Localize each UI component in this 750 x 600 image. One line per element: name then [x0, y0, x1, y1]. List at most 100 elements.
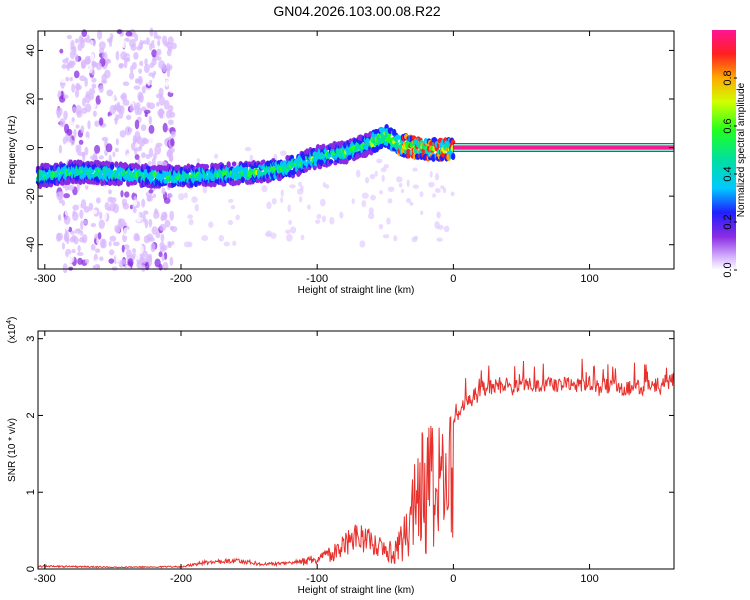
spectrogram-noise-blob	[166, 62, 171, 72]
spectrogram-noise-blob	[90, 209, 98, 215]
spectrogram-noise-blob	[155, 93, 163, 99]
spectrogram-noise-blob	[119, 129, 126, 138]
spectrogram-noise-blob	[368, 207, 374, 215]
spectrogram-noise-blob	[63, 215, 71, 225]
spectrogram-noise-blob	[169, 256, 174, 267]
spectrogram-noise-blob	[133, 199, 138, 207]
spectrogram-noise-blob	[99, 256, 104, 262]
snr-y-ticks: 0 1 2 3	[25, 336, 674, 572]
spectrogram-noise-blob	[59, 118, 66, 128]
snr-x-tick-label: -100	[306, 573, 328, 585]
spectrogram-noise-blob	[81, 107, 88, 114]
spectrogram-noise-blob	[108, 249, 115, 256]
spectrogram-noise-blob	[367, 212, 375, 220]
spectrogram-noise-blob	[163, 99, 170, 110]
spectrogram-noise-blob	[111, 211, 116, 220]
spectrogram-noise-blob	[73, 128, 77, 139]
colorbar-label: Normalized spectral amplitude	[736, 82, 747, 217]
spectrogram-ridge-layer	[35, 124, 456, 190]
spectrogram-noise-blob	[80, 220, 84, 231]
spectrogram-noise-blob	[128, 38, 136, 48]
spectrogram-noise-blob	[436, 211, 441, 219]
spectrogram-noise-blob	[73, 70, 80, 79]
spectrogram-noise-blob	[69, 50, 75, 60]
spectrogram-noise-blob	[194, 203, 200, 212]
spectrogram-noise-blob	[132, 238, 139, 249]
snr-plot-area	[38, 331, 674, 569]
spectrogram-ridge-blob	[429, 140, 434, 147]
spectrogram-noise-blob	[369, 173, 376, 180]
spectrogram-noise-blob	[159, 223, 167, 232]
spectrogram-noise-blob	[320, 198, 326, 207]
spectrogram-noise-blob	[74, 53, 79, 63]
spectrogram-noise-blob	[110, 94, 115, 103]
spectrogram-x-tick-label: -100	[306, 273, 328, 285]
spectrogram-noise-blob	[156, 35, 162, 40]
spectrogram-noise-blob	[138, 143, 143, 150]
spectrogram-noise-blob	[235, 214, 240, 221]
spectrogram-noise-blob	[55, 232, 62, 243]
spectrogram-noise-blob	[382, 234, 390, 239]
spectrogram-noise-blob	[316, 213, 322, 220]
figure-title: GN04.2026.103.00.08.R22	[273, 3, 441, 19]
spectrogram-noise-blob	[132, 248, 137, 254]
spectrogram-ridge-blob	[130, 163, 135, 169]
spectrogram-noise-blob	[135, 102, 141, 110]
spectrogram-noise-blob	[271, 197, 277, 205]
spectrogram-noise-blob	[74, 38, 80, 44]
spectrogram-noise-blob	[84, 146, 89, 156]
spectrogram-noise-blob	[72, 204, 79, 211]
spectrogram-zero-band-upper	[453, 144, 674, 147]
spectrogram-noise-blob	[109, 235, 117, 242]
snr-x-tick-label: 0	[450, 573, 456, 585]
spectrogram-noise-blob	[184, 192, 188, 199]
spectrogram-noise-blob	[114, 116, 118, 125]
spectrogram-noise-blob	[129, 72, 135, 80]
spectrogram-noise-blob	[361, 200, 367, 208]
spectrogram-noise-blob	[115, 254, 122, 259]
spectrogram-noise-blob	[75, 124, 80, 129]
spectrogram-noise-blob	[370, 194, 376, 201]
spectrogram-noise-blob	[61, 200, 66, 206]
spectrogram-noise-blob	[154, 258, 161, 268]
spectrogram-noise-blob	[144, 58, 148, 66]
spectrogram-noise-blob	[89, 53, 95, 62]
spectrogram-noise-blob	[84, 93, 91, 104]
spectrogram-noise-blob	[74, 89, 80, 98]
spectrogram-noise-blob	[223, 241, 230, 247]
spectrogram-noise-blob	[115, 227, 121, 234]
spectrogram-noise-blob	[137, 158, 141, 166]
spectrogram-ridge-blob	[243, 166, 249, 173]
spectrogram-noise-blob	[154, 144, 162, 155]
spectrogram-zero-band-core	[453, 146, 674, 150]
spectrogram-noise-blob	[136, 211, 140, 217]
spectrogram-noise-blob	[79, 75, 86, 82]
spectrogram-noise-blob	[322, 181, 327, 188]
spectrogram-noise-blob	[119, 259, 127, 265]
spectrogram-noise-blob	[148, 237, 155, 242]
snr-scale-exponent: 4	[6, 320, 13, 324]
spectrogram-noise-blob	[99, 238, 106, 249]
spectrogram-noise-blob	[387, 186, 395, 192]
spectrogram-noise-blob	[142, 40, 147, 45]
spectrogram-noise-blob	[78, 35, 84, 44]
spectrogram-noise-blob	[87, 120, 91, 130]
spectrogram-noise-blob	[72, 106, 77, 113]
spectrogram-noise-blob	[141, 85, 147, 94]
spectrogram-noise-blob	[171, 240, 175, 246]
snr-frame	[37, 330, 675, 570]
snr-x-tick-label: -200	[170, 573, 192, 585]
spectrogram-noise-blob	[411, 236, 418, 243]
spectrogram-noise-blob	[71, 83, 76, 93]
spectrogram-noise-blob	[154, 208, 158, 215]
spectrogram-noise-blob	[154, 124, 162, 134]
spectrogram-noise-blob	[249, 154, 254, 163]
spectrogram-noise-blob	[106, 89, 114, 97]
spectrogram-noise-blob	[406, 179, 410, 188]
spectrogram-noise-blob	[144, 261, 150, 271]
spectrogram-noise-blob	[141, 137, 147, 144]
spectrogram-noise-blob	[103, 31, 111, 39]
spectrogram-noise-blob	[141, 198, 146, 208]
spectrogram-noise-blob	[118, 63, 124, 69]
